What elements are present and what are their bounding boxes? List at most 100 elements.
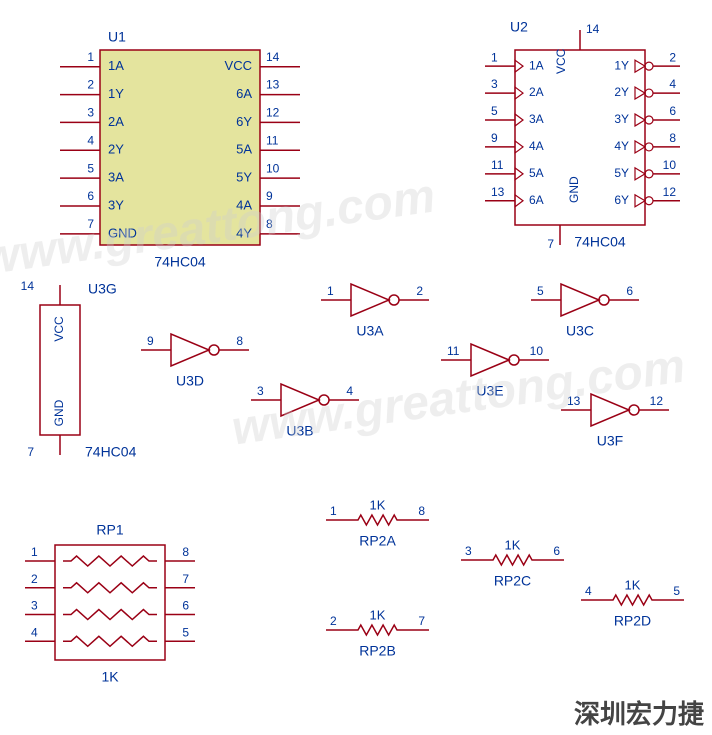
svg-text:12: 12 — [650, 394, 664, 408]
svg-text:5A: 5A — [236, 142, 252, 157]
svg-text:4A: 4A — [236, 197, 252, 212]
svg-text:RP1: RP1 — [96, 522, 123, 538]
svg-text:7: 7 — [182, 572, 189, 586]
svg-text:12: 12 — [663, 185, 677, 199]
svg-text:1K: 1K — [370, 607, 386, 622]
svg-text:U3C: U3C — [566, 323, 594, 339]
svg-text:3Y: 3Y — [614, 112, 629, 126]
svg-text:12: 12 — [266, 106, 280, 120]
svg-text:6Y: 6Y — [236, 114, 252, 129]
svg-text:VCC: VCC — [554, 48, 568, 74]
svg-text:5Y: 5Y — [236, 170, 252, 185]
svg-text:U1: U1 — [108, 29, 126, 45]
svg-text:6Y: 6Y — [614, 193, 629, 207]
svg-text:6: 6 — [182, 599, 189, 613]
svg-text:13: 13 — [567, 394, 581, 408]
svg-text:7: 7 — [547, 237, 554, 251]
svg-text:2: 2 — [31, 572, 38, 586]
svg-text:4: 4 — [31, 625, 38, 639]
svg-text:4: 4 — [669, 77, 676, 91]
svg-text:4: 4 — [346, 384, 353, 398]
svg-text:4: 4 — [585, 584, 592, 598]
svg-text:14: 14 — [266, 50, 280, 64]
svg-text:74HC04: 74HC04 — [154, 254, 206, 270]
svg-text:3: 3 — [257, 384, 264, 398]
svg-text:6A: 6A — [529, 193, 544, 207]
svg-text:5: 5 — [182, 625, 189, 639]
svg-text:6: 6 — [626, 284, 633, 298]
svg-text:VCC: VCC — [52, 316, 66, 342]
svg-text:1: 1 — [330, 504, 337, 518]
svg-text:6: 6 — [669, 104, 676, 118]
svg-text:2: 2 — [330, 614, 337, 628]
svg-text:6: 6 — [87, 189, 94, 203]
svg-text:10: 10 — [530, 344, 544, 358]
svg-text:RP2B: RP2B — [359, 643, 396, 659]
svg-text:11: 11 — [491, 158, 504, 172]
svg-text:3: 3 — [491, 77, 498, 91]
svg-text:8: 8 — [266, 217, 273, 231]
svg-text:1K: 1K — [370, 497, 386, 512]
svg-text:1A: 1A — [529, 58, 544, 72]
corner-brand: 深圳宏力捷 — [574, 694, 704, 731]
svg-text:GND: GND — [567, 176, 581, 203]
svg-text:U2: U2 — [510, 19, 528, 35]
svg-text:9: 9 — [491, 131, 498, 145]
svg-text:4A: 4A — [529, 139, 544, 153]
svg-text:11: 11 — [447, 344, 460, 358]
svg-text:4: 4 — [87, 133, 94, 147]
svg-text:11: 11 — [266, 133, 279, 147]
svg-text:6A: 6A — [236, 86, 252, 101]
svg-text:8: 8 — [669, 131, 676, 145]
svg-text:U3G: U3G — [88, 281, 117, 297]
svg-text:74HC04: 74HC04 — [574, 234, 626, 250]
svg-text:U3E: U3E — [476, 383, 503, 399]
svg-text:3Y: 3Y — [108, 197, 124, 212]
svg-text:4Y: 4Y — [236, 225, 252, 240]
svg-text:U3A: U3A — [356, 323, 384, 339]
svg-text:1K: 1K — [505, 537, 521, 552]
svg-text:9: 9 — [266, 189, 273, 203]
svg-text:9: 9 — [147, 334, 154, 348]
svg-text:2A: 2A — [108, 114, 124, 129]
svg-text:3: 3 — [465, 544, 472, 558]
svg-text:8: 8 — [182, 545, 189, 559]
svg-text:VCC: VCC — [225, 58, 252, 73]
svg-text:2: 2 — [416, 284, 423, 298]
svg-text:RP2D: RP2D — [614, 613, 651, 629]
svg-text:6: 6 — [553, 544, 560, 558]
svg-text:2: 2 — [669, 50, 676, 64]
svg-text:GND: GND — [52, 399, 66, 426]
svg-text:5: 5 — [537, 284, 544, 298]
svg-text:7: 7 — [87, 217, 94, 231]
svg-text:14: 14 — [21, 279, 35, 293]
svg-text:RP2A: RP2A — [359, 533, 396, 549]
svg-text:8: 8 — [418, 504, 425, 518]
svg-text:10: 10 — [663, 158, 677, 172]
svg-text:13: 13 — [491, 185, 505, 199]
svg-text:1: 1 — [87, 50, 94, 64]
svg-text:14: 14 — [586, 22, 600, 36]
svg-text:2Y: 2Y — [108, 142, 124, 157]
svg-text:1K: 1K — [625, 577, 641, 592]
svg-text:1K: 1K — [101, 669, 119, 685]
svg-text:2A: 2A — [529, 85, 544, 99]
svg-text:GND: GND — [108, 225, 137, 240]
svg-text:3A: 3A — [529, 112, 544, 126]
svg-text:13: 13 — [266, 78, 280, 92]
svg-text:U3B: U3B — [286, 423, 313, 439]
svg-text:5: 5 — [673, 584, 680, 598]
svg-text:1: 1 — [491, 50, 498, 64]
svg-text:3A: 3A — [108, 170, 124, 185]
svg-text:1: 1 — [31, 545, 38, 559]
svg-text:74HC04: 74HC04 — [85, 444, 137, 460]
svg-text:4Y: 4Y — [614, 139, 629, 153]
svg-text:U3D: U3D — [176, 373, 204, 389]
svg-text:7: 7 — [418, 614, 425, 628]
svg-text:RP2C: RP2C — [494, 573, 531, 589]
svg-text:2: 2 — [87, 78, 94, 92]
svg-text:5: 5 — [491, 104, 498, 118]
svg-text:5: 5 — [87, 161, 94, 175]
svg-text:7: 7 — [27, 445, 34, 459]
svg-text:1: 1 — [327, 284, 334, 298]
